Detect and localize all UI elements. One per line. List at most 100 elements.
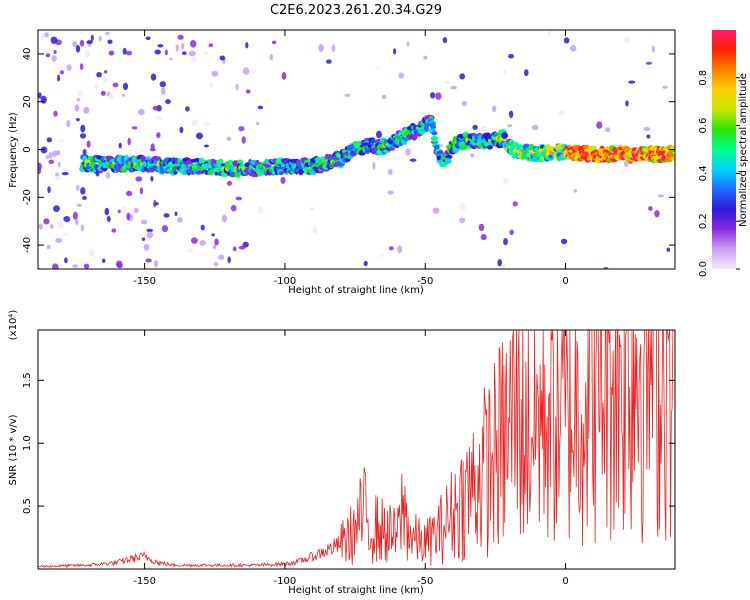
spectrogram-noise: [152, 105, 160, 111]
spectrogram-noise: [146, 231, 154, 239]
spectrogram-noise: [84, 50, 90, 58]
spectrogram-noise: [387, 168, 393, 175]
spectrogram-ridge-cell: [501, 132, 508, 139]
spectrogram-noise: [154, 49, 161, 55]
spectrogram-noise: [79, 39, 85, 47]
spectrogram-noise: [90, 34, 94, 42]
spectrogram-noise: [48, 152, 53, 159]
spectrogram-noise: [472, 124, 478, 130]
spectrogram-noise: [62, 232, 68, 236]
spectrogram-noise: [169, 57, 173, 61]
spectrogram-noise: [331, 44, 336, 53]
spectrogram-noise: [131, 126, 138, 130]
spectrogram-noise: [145, 36, 151, 41]
spectrogram-noise: [88, 248, 95, 257]
spectrogram-noise: [50, 223, 54, 230]
spectrogram-noise: [118, 142, 122, 149]
spectrogram-noise: [82, 149, 87, 156]
spectrogram-noise: [208, 43, 214, 47]
spectrogram-noise: [55, 172, 59, 178]
spectrogram-noise: [312, 226, 318, 234]
spectrogram-noise: [461, 101, 467, 106]
spectrogram-noise: [450, 85, 457, 90]
spectrogram-noise: [112, 82, 119, 88]
spectrogram-noise: [61, 172, 69, 176]
spectrogram-noise: [66, 64, 72, 71]
spectrogram-noise: [406, 41, 410, 47]
colorbar-label: Normalized spectral amplitude: [738, 73, 749, 227]
spectrogram-noise: [503, 177, 509, 185]
spectrogram-noise: [445, 80, 451, 85]
spectrogram-ridge-cell: [434, 144, 440, 150]
spectrogram-noise: [230, 205, 237, 212]
spectrogram-noise: [503, 238, 508, 246]
snr-y-tick-label: 0.5: [22, 498, 33, 514]
spectrogram-noise: [145, 258, 152, 263]
spectrogram-noise: [161, 225, 169, 233]
spectrogram-noise: [405, 148, 411, 156]
spectrogram-x-tick-label: -50: [417, 276, 433, 287]
spectrogram-ridge-cell: [227, 159, 234, 165]
spectrogram-ridge-cell: [428, 116, 434, 120]
spectrogram-noise: [150, 176, 154, 182]
spectrogram-noise: [150, 73, 157, 81]
spectrogram-noise: [492, 105, 497, 113]
spectrogram-noise: [624, 36, 630, 44]
spectrogram-noise: [235, 83, 239, 91]
spectrogram-noise: [203, 121, 211, 126]
spectrogram-ridge-cell: [419, 130, 425, 135]
spectrogram-noise: [105, 31, 110, 36]
spectrogram-noise: [86, 40, 93, 44]
spectrogram-noise: [214, 238, 219, 246]
spectrogram-noise: [126, 212, 131, 221]
spectrogram-noise: [106, 215, 111, 222]
spectrogram-noise: [38, 166, 42, 175]
spectrogram-y-tick-label: 40: [22, 48, 33, 61]
colorbar: 0.0 0.2 0.4 0.6 0.8 Normalized spectral ampl…: [698, 30, 749, 277]
spectrogram-ridge-cell: [257, 173, 262, 177]
spectrogram-noise: [164, 49, 168, 56]
spectrogram-noise: [46, 244, 51, 250]
snr-x-tick-label: -150: [133, 576, 156, 587]
spectrogram-noise: [121, 93, 126, 97]
spectrogram-noise: [380, 253, 384, 258]
spectrogram-panel: -150 -100 -50 0 -40 -20 0 20 40 Height of strai…: [8, 29, 676, 296]
spectrogram-noise: [94, 83, 99, 90]
spectrogram-noise: [54, 176, 62, 181]
spectrogram-noise: [104, 207, 110, 216]
spectrogram-noise: [143, 243, 150, 251]
spectrogram-noise: [211, 70, 219, 77]
colorbar-scale: [712, 30, 736, 269]
spectrogram-noise: [66, 119, 71, 128]
spectrogram-ridge-cell: [376, 150, 381, 155]
snr-x-label: Height of straight line (km): [288, 585, 424, 596]
spectrogram-noise: [344, 93, 351, 97]
spectrogram-ridge-cell: [445, 154, 453, 160]
spectrogram-noise: [502, 263, 506, 269]
spectrogram-noise: [459, 73, 466, 80]
spectrogram-noise: [662, 85, 668, 89]
spectrogram-noise: [191, 120, 199, 126]
spectrogram-ridge-cell: [669, 149, 675, 153]
spectrogram-noise: [177, 34, 184, 40]
spectrogram-x-tick-label: -100: [274, 276, 297, 287]
spectrogram-noise: [74, 104, 80, 112]
spectrogram-noise: [146, 228, 154, 233]
spectrogram-noise: [72, 41, 78, 48]
spectrogram-noise: [281, 72, 287, 80]
snr-y-tick-label: 1.0: [22, 435, 33, 451]
spectrogram-ridge-cell: [140, 155, 146, 162]
spectrogram-noise: [44, 32, 49, 38]
spectrogram-noise: [105, 172, 111, 179]
spectrogram-ridge-cell: [411, 133, 418, 141]
spectrogram-cells: [38, 30, 675, 269]
spectrogram-noise: [46, 47, 52, 53]
spectrogram-noise: [76, 184, 80, 191]
spectrogram-noise: [191, 237, 198, 244]
spectrogram-noise: [393, 48, 397, 55]
spectrogram-noise: [203, 144, 209, 148]
spectrogram-noise: [245, 89, 251, 94]
colorbar-tick-label: 0.6: [698, 118, 709, 134]
spectrogram-noise: [72, 264, 79, 268]
spectrogram-noise: [219, 55, 226, 61]
